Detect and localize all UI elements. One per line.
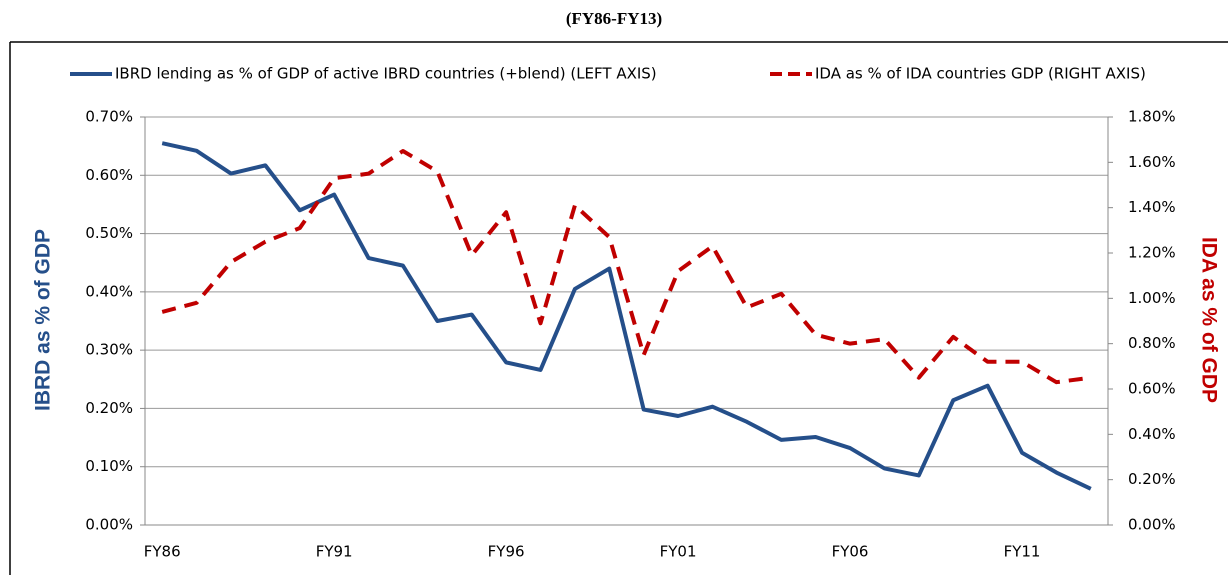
series-line xyxy=(161,141,1092,491)
y2-tick-label: 0.40% xyxy=(1128,425,1176,443)
y-tick-label: 0.40% xyxy=(85,282,133,300)
y2-tick-label: 1.40% xyxy=(1128,198,1176,216)
x-tick-label: FY01 xyxy=(660,543,697,561)
y2-tick-label: 0.00% xyxy=(1128,516,1176,534)
y-tick-label: 0.60% xyxy=(85,166,133,184)
y-tick-label: 0.50% xyxy=(85,224,133,242)
y-tick-label: 0.70% xyxy=(85,108,133,126)
x-tick-label: FY96 xyxy=(488,543,525,561)
y2-tick-label: 1.80% xyxy=(1128,108,1176,126)
y2-tick-label: 0.80% xyxy=(1128,334,1176,352)
y-tick-label: 0.10% xyxy=(85,457,133,475)
x-tick-label: FY86 xyxy=(144,543,181,561)
y2-axis-title: IDA as % of GDP xyxy=(1197,237,1220,403)
series-line xyxy=(161,149,1092,385)
y-tick-label: 0.30% xyxy=(85,341,133,359)
x-tick-label: FY91 xyxy=(316,543,353,561)
y-tick-label: 0.00% xyxy=(85,516,133,534)
y2-tick-label: 0.20% xyxy=(1128,470,1176,488)
y2-tick-label: 1.00% xyxy=(1128,289,1176,307)
x-tick-label: FY11 xyxy=(1004,543,1041,561)
legend-label: IDA as % of IDA countries GDP (RIGHT AXI… xyxy=(815,65,1146,83)
y2-tick-label: 1.60% xyxy=(1128,153,1176,171)
chart-title: (FY86-FY13) xyxy=(566,9,662,28)
x-tick-label: FY06 xyxy=(832,543,869,561)
y2-tick-label: 0.60% xyxy=(1128,380,1176,398)
y-tick-label: 0.20% xyxy=(85,399,133,417)
legend-label: IBRD lending as % of GDP of active IBRD … xyxy=(115,65,657,83)
y2-tick-label: 1.20% xyxy=(1128,244,1176,262)
y-axis-title: IBRD as % of GDP xyxy=(32,229,55,411)
